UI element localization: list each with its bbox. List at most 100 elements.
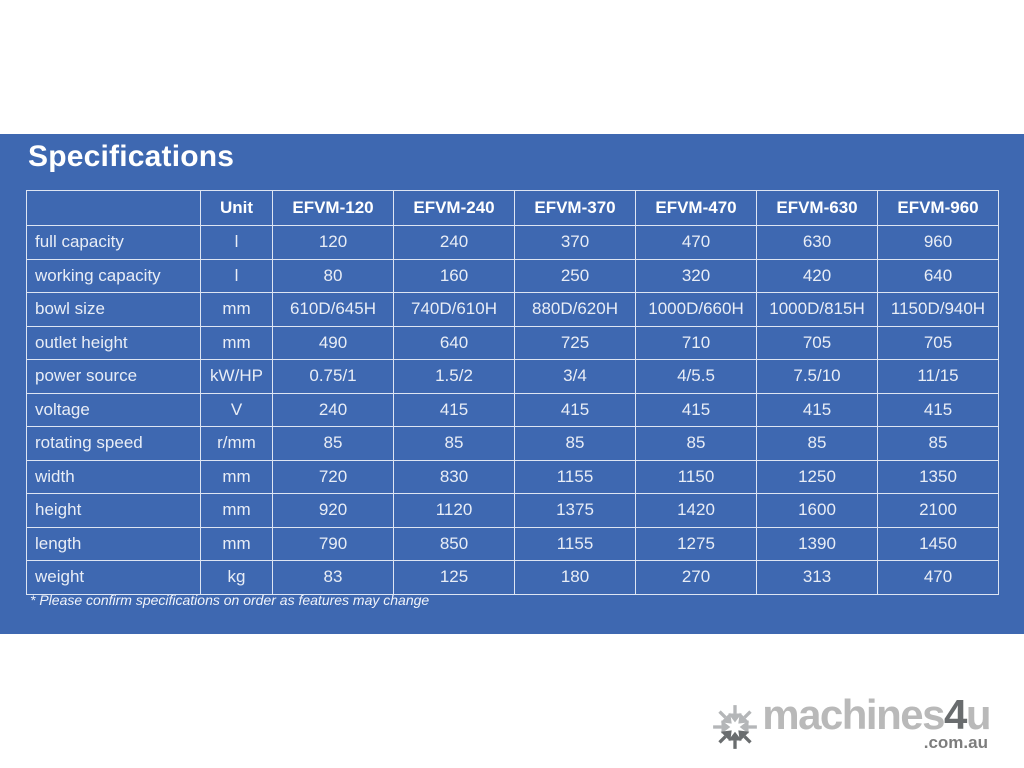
value-cell: 630: [756, 225, 878, 260]
value-cell: 11/15: [877, 359, 999, 394]
value-cell: 240: [393, 225, 515, 260]
unit-cell: mm: [200, 325, 273, 360]
header-cell-unit: Unit: [200, 190, 273, 226]
value-cell: 85: [756, 426, 878, 461]
row-label-cell: rotating speed: [26, 426, 201, 461]
row-label-cell: length: [26, 526, 201, 561]
value-cell: 240: [272, 392, 394, 427]
logo-brand-tail: u: [965, 691, 992, 738]
table-row: rotating speed r/mm 85 85 85 85 85 85: [26, 426, 999, 461]
logo-domain: .com.au: [923, 733, 988, 752]
spec-table-body: full capacity l 120 240 370 470 630 960 working …: [26, 225, 999, 595]
row-label-cell: height: [26, 493, 201, 528]
value-cell: 420: [756, 258, 878, 293]
value-cell: 1150: [635, 459, 757, 494]
table-row: outlet height mm 490 640 725 710 705 705: [26, 325, 999, 360]
value-cell: 740D/610H: [393, 292, 515, 327]
logo-brand-light: machines: [762, 691, 945, 738]
row-label-cell: power source: [26, 359, 201, 394]
value-cell: 710: [635, 325, 757, 360]
header-cell-efvm-630: EFVM-630: [756, 190, 878, 226]
unit-cell: mm: [200, 526, 273, 561]
value-cell: 1120: [393, 493, 515, 528]
value-cell: 1375: [514, 493, 636, 528]
header-cell-efvm-470: EFVM-470: [635, 190, 757, 226]
value-cell: 1275: [635, 526, 757, 561]
value-cell: 80: [272, 258, 394, 293]
value-cell: 720: [272, 459, 394, 494]
logo-text: machines4u .com.au: [762, 691, 992, 753]
footnote: * Please confirm specifications on order…: [30, 592, 430, 608]
value-cell: 490: [272, 325, 394, 360]
logo-wordmark: machines4u: [762, 691, 992, 738]
row-label-cell: bowl size: [26, 292, 201, 327]
value-cell: 85: [514, 426, 636, 461]
value-cell: 3/4: [514, 359, 636, 394]
value-cell: 880D/620H: [514, 292, 636, 327]
value-cell: 2100: [877, 493, 999, 528]
value-cell: 1390: [756, 526, 878, 561]
unit-cell: l: [200, 225, 273, 260]
value-cell: 790: [272, 526, 394, 561]
table-row: width mm 720 830 1155 1150 1250 1350: [26, 459, 999, 494]
row-label-cell: weight: [26, 560, 201, 595]
value-cell: 1450: [877, 526, 999, 561]
value-cell: 250: [514, 258, 636, 293]
value-cell: 85: [393, 426, 515, 461]
row-label-cell: working capacity: [26, 258, 201, 293]
value-cell: 415: [756, 392, 878, 427]
value-cell: 370: [514, 225, 636, 260]
specifications-table: Unit EFVM-120 EFVM-240 EFVM-370 EFVM-470…: [26, 190, 999, 595]
value-cell: 160: [393, 258, 515, 293]
value-cell: 1600: [756, 493, 878, 528]
value-cell: 960: [877, 225, 999, 260]
value-cell: 120: [272, 225, 394, 260]
value-cell: 1150D/940H: [877, 292, 999, 327]
table-row: bowl size mm 610D/645H 740D/610H 880D/620H 10…: [26, 292, 999, 327]
unit-cell: kg: [200, 560, 273, 595]
logo-brand-dark: 4: [943, 691, 967, 738]
value-cell: 1350: [877, 459, 999, 494]
value-cell: 1.5/2: [393, 359, 515, 394]
table-row: working capacity l 80 160 250 320 420 640: [26, 258, 999, 293]
value-cell: 1000D/815H: [756, 292, 878, 327]
unit-cell: mm: [200, 459, 273, 494]
value-cell: 920: [272, 493, 394, 528]
value-cell: 1155: [514, 526, 636, 561]
value-cell: 320: [635, 258, 757, 293]
value-cell: 7.5/10: [756, 359, 878, 394]
row-label-cell: voltage: [26, 392, 201, 427]
value-cell: 0.75/1: [272, 359, 394, 394]
specifications-panel: Specifications Unit EFVM-120 EFVM-240 EF…: [0, 134, 1024, 634]
unit-cell: mm: [200, 493, 273, 528]
header-cell-efvm-960: EFVM-960: [877, 190, 999, 226]
table-row: full capacity l 120 240 370 470 630 960: [26, 225, 999, 260]
header-cell-efvm-240: EFVM-240: [393, 190, 515, 226]
table-row: length mm 790 850 1155 1275 1390 1450: [26, 526, 999, 561]
table-header-row: Unit EFVM-120 EFVM-240 EFVM-370 EFVM-470…: [26, 190, 999, 226]
row-label-cell: width: [26, 459, 201, 494]
value-cell: 850: [393, 526, 515, 561]
value-cell: 85: [877, 426, 999, 461]
value-cell: 1155: [514, 459, 636, 494]
page-title: Specifications: [28, 140, 235, 173]
value-cell: 415: [877, 392, 999, 427]
value-cell: 415: [514, 392, 636, 427]
value-cell: 180: [514, 560, 636, 595]
value-cell: 1250: [756, 459, 878, 494]
value-cell: 415: [393, 392, 515, 427]
value-cell: 1420: [635, 493, 757, 528]
value-cell: 83: [272, 560, 394, 595]
value-cell: 705: [756, 325, 878, 360]
table-row: power source kW/HP 0.75/1 1.5/2 3/4 4/5.5 7.5/…: [26, 359, 999, 394]
value-cell: 415: [635, 392, 757, 427]
header-cell-efvm-120: EFVM-120: [272, 190, 394, 226]
value-cell: 705: [877, 325, 999, 360]
table-row: voltage V 240 415 415 415 415 415: [26, 392, 999, 427]
unit-cell: V: [200, 392, 273, 427]
value-cell: 640: [393, 325, 515, 360]
row-label-cell: full capacity: [26, 225, 201, 260]
unit-cell: r/mm: [200, 426, 273, 461]
unit-cell: l: [200, 258, 273, 293]
